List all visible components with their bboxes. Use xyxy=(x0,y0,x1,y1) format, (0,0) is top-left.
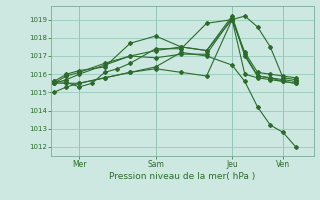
X-axis label: Pression niveau de la mer( hPa ): Pression niveau de la mer( hPa ) xyxy=(109,172,256,181)
